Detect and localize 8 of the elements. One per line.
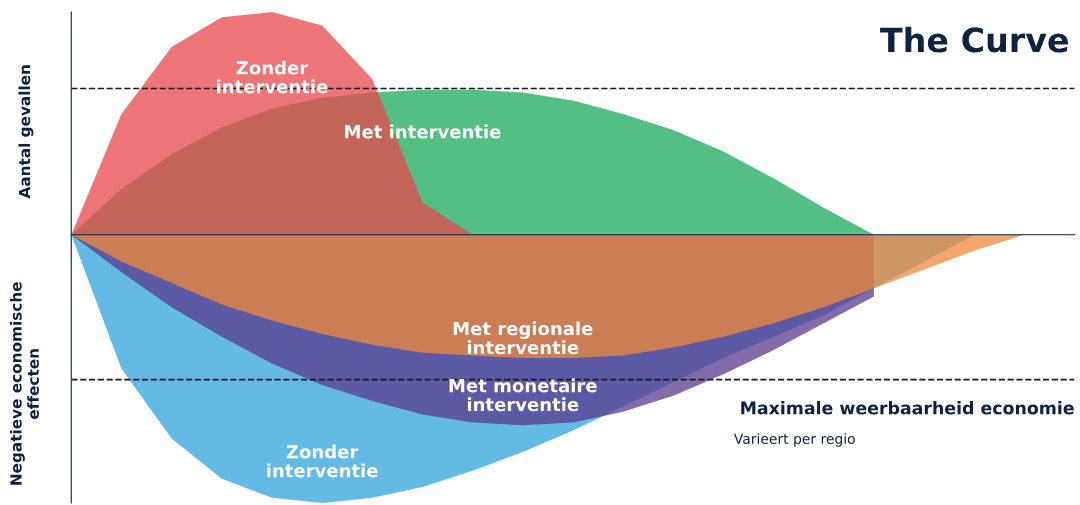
text: Negatieve economische effecten [9, 282, 39, 485]
series-label: Zonder interventie [267, 444, 378, 478]
annotation: Varieert per regio [733, 433, 855, 447]
series-label: Met regionale interventie [453, 321, 593, 355]
ref-line-label: Maximale weerbaarheid economie [741, 401, 1074, 415]
y-axis-title: Aantal gevallen [18, 65, 34, 199]
chart-title: The Curve [880, 26, 1068, 53]
series-label: Met monetaire interventie [449, 378, 597, 412]
